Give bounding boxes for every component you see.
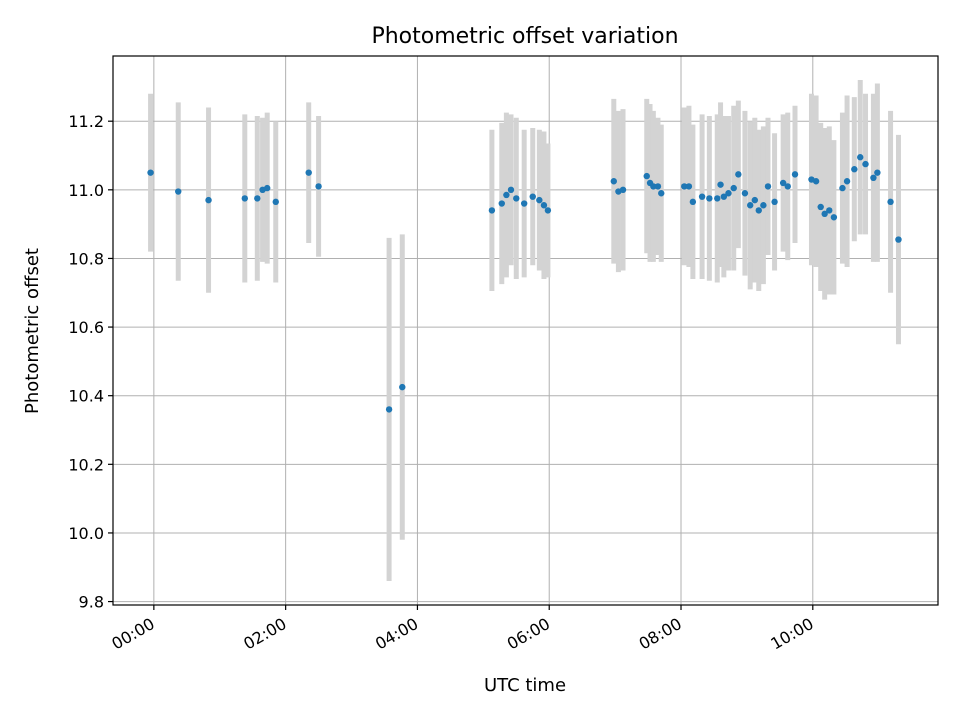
y-tick-label: 10.0 [68, 524, 104, 543]
data-point [755, 207, 762, 214]
y-tick-label: 11.2 [68, 112, 104, 131]
data-point [488, 207, 496, 214]
x-tick-label: 02:00 [240, 614, 289, 654]
x-axis-label: UTC time [484, 675, 566, 696]
data-point [610, 178, 617, 185]
data-point [741, 190, 749, 197]
data-point [887, 198, 894, 206]
data-point [826, 207, 833, 214]
data-point [254, 195, 261, 202]
data-point [520, 200, 528, 207]
data-point [730, 184, 737, 192]
x-tick-label: 04:00 [372, 614, 421, 654]
data-point [862, 160, 869, 168]
data-point [817, 203, 824, 211]
y-tick-label: 10.4 [68, 387, 104, 406]
data-point [830, 214, 838, 221]
x-tick-label: 08:00 [636, 614, 685, 654]
data-point [698, 193, 706, 200]
data-point [771, 198, 778, 206]
data-point [205, 196, 212, 204]
data-point [399, 383, 406, 391]
data-point [175, 188, 182, 195]
data-point [706, 195, 713, 202]
data-point [812, 178, 820, 185]
data-point [857, 154, 864, 161]
y-axis-label: Photometric offset [22, 248, 43, 414]
data-point [385, 406, 393, 413]
data-point [689, 198, 697, 206]
data-point [263, 184, 271, 192]
y-tick-label: 10.6 [68, 318, 104, 337]
data-point [735, 171, 742, 178]
data-point [839, 184, 846, 192]
chart-title: Photometric offset variation [371, 24, 678, 49]
data-point [305, 169, 312, 176]
data-point [874, 169, 881, 176]
data-point [658, 190, 665, 197]
data-point [760, 202, 767, 209]
data-point [619, 186, 627, 194]
data-point [784, 183, 791, 190]
data-point [507, 186, 515, 194]
data-point [529, 193, 536, 200]
data-point [654, 183, 662, 190]
y-tick-label: 10.2 [68, 455, 104, 474]
y-tick-label: 9.8 [79, 593, 104, 612]
data-point [751, 196, 759, 204]
data-point [681, 183, 688, 190]
data-point [764, 183, 772, 190]
data-point [241, 195, 248, 202]
data-point [717, 181, 724, 188]
data-point [720, 193, 728, 200]
data-point [779, 179, 787, 187]
data-point [714, 195, 721, 202]
data-point [870, 174, 877, 182]
data-point [821, 210, 828, 218]
y-tick-label: 10.8 [68, 249, 104, 268]
data-point [536, 196, 543, 204]
data-point [540, 202, 548, 209]
data-point [147, 169, 154, 176]
data-point [747, 202, 754, 209]
data-point [650, 183, 657, 190]
data-point [725, 190, 732, 197]
data-point [643, 172, 650, 180]
x-tick-label: 00:00 [108, 614, 157, 654]
x-tick-label: 10:00 [767, 614, 816, 654]
data-point [315, 183, 322, 190]
plot-frame [112, 55, 939, 606]
data-point [843, 178, 851, 185]
error-bars [148, 80, 901, 581]
data-point [498, 200, 505, 207]
data-point [503, 191, 510, 199]
data-point [685, 183, 693, 190]
data-point [895, 236, 902, 243]
data-point [544, 207, 552, 214]
y-tick-label: 11.0 [68, 181, 104, 200]
data-point [513, 195, 520, 202]
data-points [147, 154, 902, 413]
x-tick-label: 06:00 [504, 614, 553, 654]
data-point [851, 166, 858, 173]
data-point [272, 198, 279, 206]
data-point [791, 171, 799, 178]
